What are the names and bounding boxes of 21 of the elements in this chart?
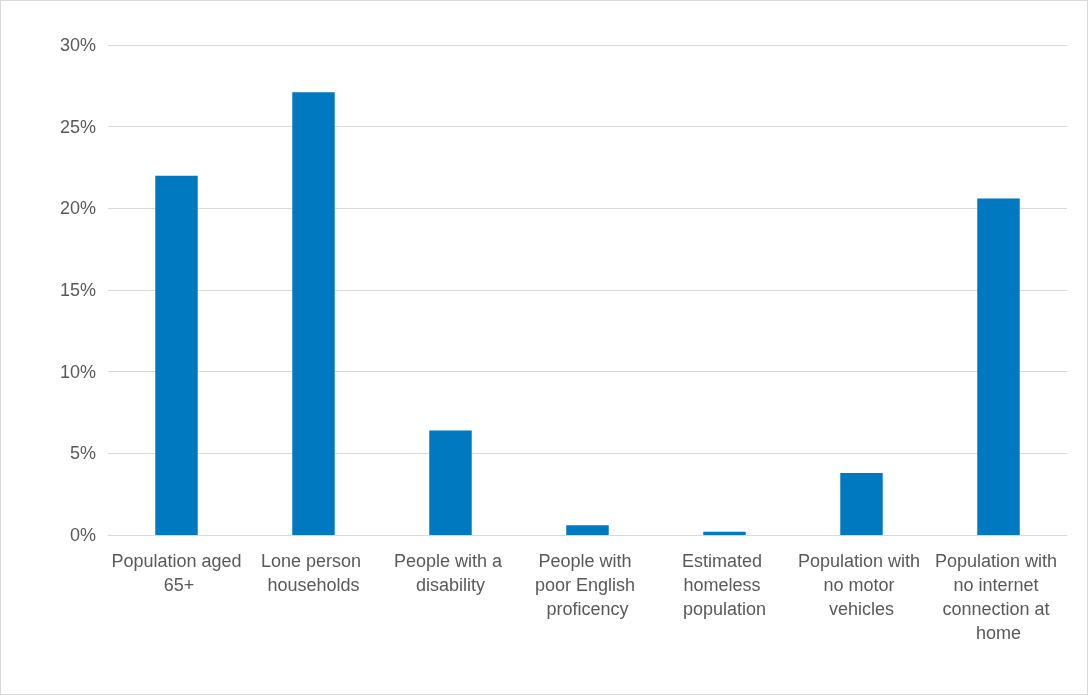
x-tick-label: Population with no motor vehicles (797, 551, 926, 619)
y-tick-label: 0% (69, 525, 96, 545)
bar (155, 175, 198, 535)
bar (840, 472, 883, 535)
x-tick-label: Population with no internet connection at home (934, 551, 1063, 643)
y-tick-label: 5% (69, 443, 96, 464)
x-tick-label: Lone person households (260, 551, 367, 595)
y-tick-label: 25% (59, 116, 96, 137)
bar (292, 92, 335, 535)
bar (703, 531, 746, 535)
x-tick-label: People with a disability (393, 551, 508, 595)
bar (977, 198, 1020, 535)
y-tick-label: 20% (59, 198, 96, 219)
y-tick-label: 10% (59, 361, 96, 382)
x-tick-label: People with poor English proficency (534, 551, 641, 619)
y-tick-label: 15% (59, 280, 96, 300)
x-tick-label: Population aged 65+ (111, 551, 242, 595)
bar (566, 525, 609, 535)
bar (429, 430, 472, 535)
y-tick-label: 30% (59, 35, 96, 55)
x-tick-label: Estimated homeless population (681, 551, 768, 619)
